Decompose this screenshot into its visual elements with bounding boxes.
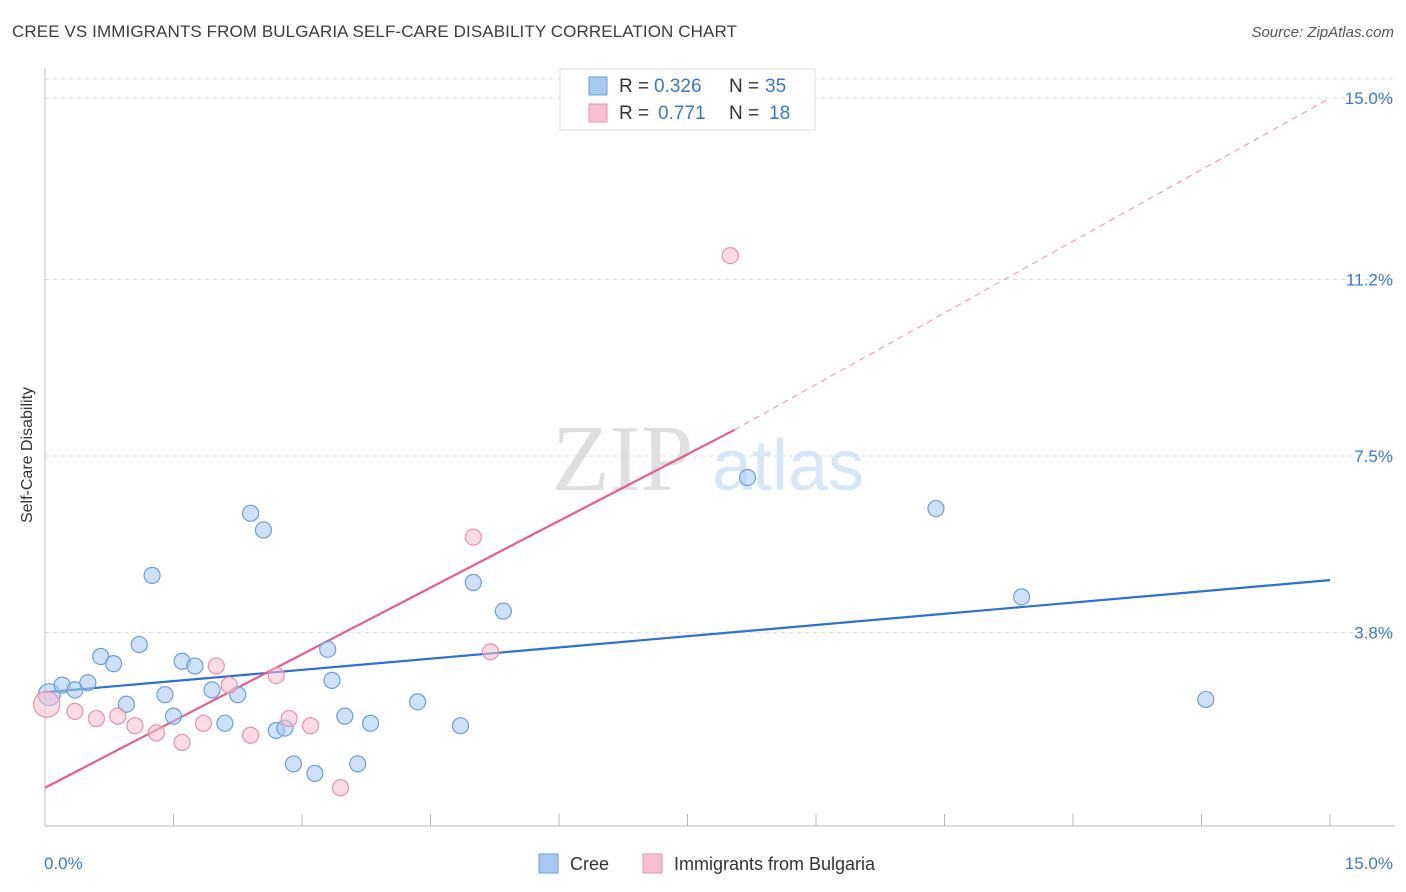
bulgaria-point [242, 726, 260, 744]
bulgaria-point [194, 714, 213, 732]
cree-point [451, 717, 470, 735]
cree-point [738, 468, 757, 487]
cree-point [143, 566, 161, 584]
bulgaria-point [126, 717, 144, 735]
bulgaria-point [109, 707, 127, 725]
x-tick-label-max: 15.0% [1345, 854, 1393, 873]
series-legend-swatch [642, 853, 663, 874]
bulgaria-point [301, 717, 320, 735]
y-tick-label: 11.2% [1346, 270, 1393, 289]
bulgaria-trend-extension [734, 97, 1331, 431]
cree-point [336, 707, 354, 725]
series-legend-label: Cree [570, 854, 609, 874]
cree-trend-line [44, 579, 1331, 694]
cree-point [361, 714, 380, 732]
cree-point [323, 671, 341, 689]
bulgaria-point [207, 657, 225, 675]
cree-point [349, 755, 367, 773]
x-tick-label-min: 0.0% [44, 854, 83, 873]
cree-point [927, 499, 945, 518]
cree-point [186, 657, 204, 675]
cree-point [117, 695, 135, 713]
stats-legend-swatch [588, 103, 608, 123]
chart-title: CREE VS IMMIGRANTS FROM BULGARIA SELF-CA… [12, 22, 738, 41]
r-label: R = [619, 103, 649, 124]
cree-point [66, 681, 84, 699]
cree-point [216, 714, 234, 732]
bulgaria-point [173, 733, 191, 752]
cree-point [319, 640, 337, 658]
cree-point [156, 686, 174, 704]
cree-point [254, 521, 273, 539]
watermark-zip: ZIP [552, 407, 693, 511]
bulgaria-point [147, 724, 165, 742]
y-tick-label: 15.0% [1345, 89, 1393, 108]
series-legend-swatch [538, 853, 559, 874]
r-value: 0.326 [654, 76, 702, 97]
r-value: 0.771 [658, 103, 706, 124]
cree-point [409, 693, 427, 711]
series-legend: Cree Immigrants from Bulgaria [538, 853, 876, 874]
stats-legend: R = 0.326 N = 35 R = 0.771 N = 18 [559, 68, 816, 131]
cree-point [1197, 690, 1215, 709]
cree-point [104, 655, 123, 673]
bulgaria-point [331, 779, 350, 797]
cree-point [284, 755, 303, 773]
n-label: N = [729, 103, 759, 124]
gridlines [45, 78, 1395, 634]
bulgaria-point [280, 709, 298, 728]
bulgaria-point [220, 676, 238, 694]
bulgaria-point [33, 690, 61, 718]
cree-point [203, 681, 221, 699]
cree-point [164, 707, 183, 725]
y-tick-labels: 3.8% 7.5% 11.2% 15.0% [1345, 89, 1393, 643]
y-tick-label: 7.5% [1354, 447, 1393, 466]
n-value: 18 [769, 103, 790, 124]
bulgaria-point [481, 643, 500, 661]
bulgaria-point [721, 246, 739, 265]
series-legend-label: Immigrants from Bulgaria [674, 854, 876, 874]
bulgaria-point [66, 702, 84, 720]
cree-point [92, 647, 110, 666]
cree-point [242, 504, 260, 522]
cree-point [130, 635, 148, 654]
r-label: R = [619, 76, 649, 97]
cree-point [494, 602, 512, 620]
cree-point [1012, 588, 1031, 606]
bulgaria-point [87, 709, 106, 728]
x-tick-labels: 0.0% 15.0% [44, 854, 1393, 873]
source-label: Source: ZipAtlas.com [1251, 24, 1394, 41]
watermark-atlas: atlas [712, 426, 864, 506]
stats-legend-swatch [588, 76, 608, 96]
n-label: N = [729, 76, 759, 97]
data-points [33, 246, 1215, 797]
n-value: 35 [765, 76, 786, 97]
cree-point [464, 573, 482, 592]
cree-point [79, 674, 97, 692]
bulgaria-point [464, 528, 482, 546]
y-tick-label: 3.8% [1354, 624, 1393, 643]
bulgaria-point [267, 666, 285, 685]
cree-point [306, 764, 324, 783]
axes [44, 68, 1395, 827]
